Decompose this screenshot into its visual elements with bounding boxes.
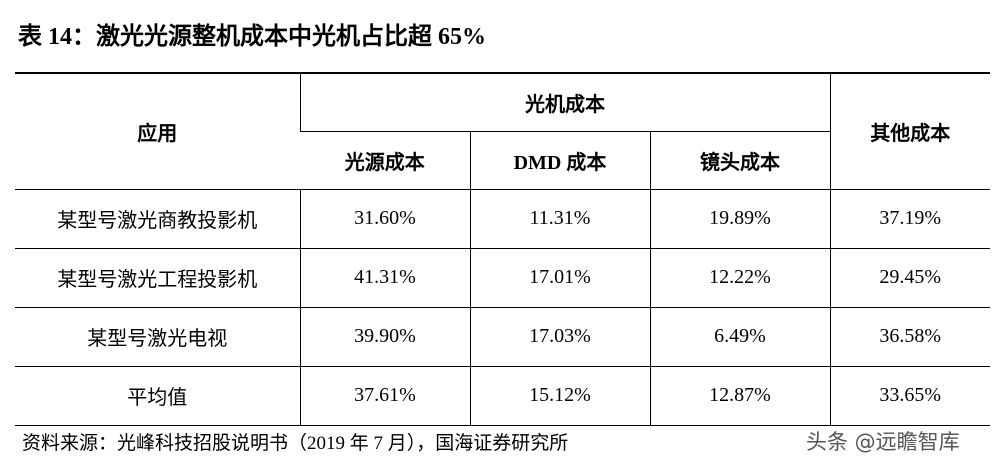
header-row: 光源成本 DMD 成本 镜头成本 xyxy=(15,130,990,189)
row-label: 某型号激光工程投影机 xyxy=(15,247,300,307)
row-label: 平均值 xyxy=(15,365,300,426)
table-cell: 36.58% xyxy=(829,306,990,366)
table-cell: 39.90% xyxy=(299,306,470,366)
table-body: 某型号激光商教投影机 31.60% 11.31% 19.89% 37.19% 某型号激光工… xyxy=(15,188,990,426)
table-cell: 17.03% xyxy=(469,306,650,366)
table-cell: 31.60% xyxy=(299,188,470,248)
row-label: 某型号激光电视 xyxy=(15,306,300,366)
source: 资料来源：光峰科技招股说明书（2019 年 7 月），国海证券研究所 xyxy=(22,433,569,454)
table-cell: 6.49% xyxy=(649,306,830,366)
header-cell: 光源成本 xyxy=(300,130,470,189)
table-row: 某型号激光电视 39.90% 17.03% 6.49% 36.58% xyxy=(15,306,990,366)
table-cell: 15.12% xyxy=(469,365,650,426)
cost-table: 应用 光机成本 其他成本 光源成本 DMD 成本 镜头成本 某型号激光商教投影机… xyxy=(15,72,990,426)
table-cell: 33.65% xyxy=(829,365,990,426)
row-label: 某型号激光商教投影机 xyxy=(15,188,300,248)
table-cell: 11.31% xyxy=(469,188,650,248)
table-cell: 12.87% xyxy=(649,365,830,426)
table-cell: 19.89% xyxy=(649,188,830,248)
table-cell: 37.61% xyxy=(299,365,470,426)
table-row: 平均值 37.61% 15.12% 12.87% 33.65% xyxy=(15,365,990,426)
header-group: 光机成本 xyxy=(299,72,830,131)
table-cell: 17.01% xyxy=(469,247,650,307)
table-cell: 37.19% xyxy=(829,188,990,248)
header-cell: 镜头成本 xyxy=(649,130,830,189)
header-row: 应用 光机成本 其他成本 xyxy=(15,72,990,189)
table-cell: 41.31% xyxy=(299,247,470,307)
header-cell: DMD 成本 xyxy=(469,130,650,189)
title: 表 14：激光光源整机成本中光机占比超 65% xyxy=(18,24,486,50)
table-row: 某型号激光商教投影机 31.60% 11.31% 19.89% 37.19% xyxy=(15,188,990,248)
table-cell: 12.22% xyxy=(649,247,830,307)
watermark: 头条 @远瞻智库 xyxy=(806,430,960,454)
table-row: 某型号激光工程投影机 41.31% 17.01% 12.22% 29.45% xyxy=(15,247,990,307)
header-cell: 其他成本 xyxy=(829,72,990,189)
header-cell: 应用 xyxy=(15,72,300,189)
table-cell: 29.45% xyxy=(829,247,990,307)
